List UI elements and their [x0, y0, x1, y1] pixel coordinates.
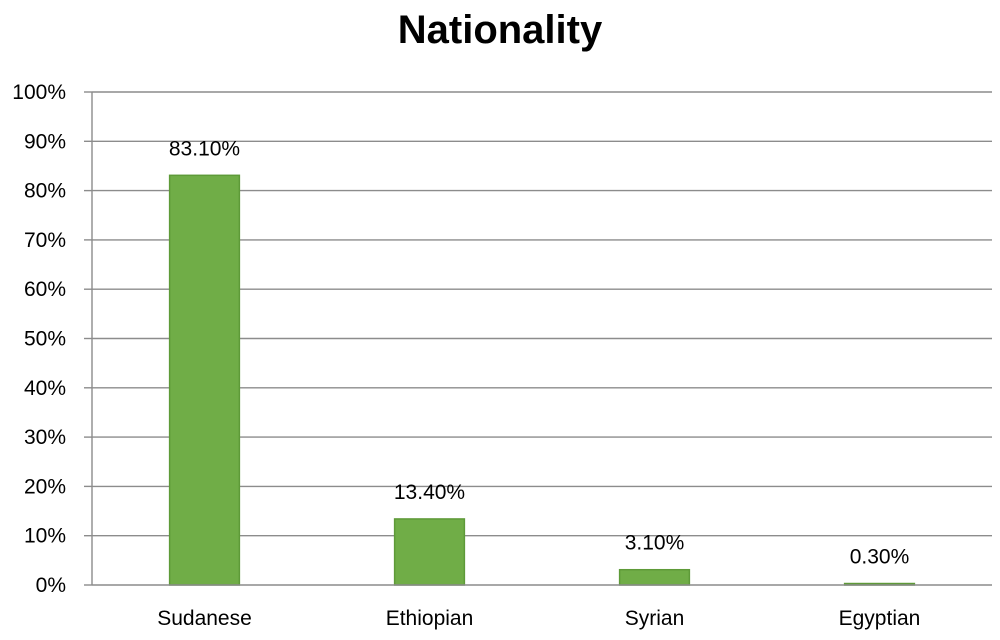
y-tick-label: 80% — [24, 180, 66, 203]
axes — [84, 91, 992, 586]
y-tick-label: 20% — [24, 475, 66, 498]
y-tick-label: 0% — [36, 574, 66, 597]
gridlines — [92, 91, 992, 537]
bar-syrian — [618, 568, 691, 586]
y-tick-label: 90% — [24, 130, 66, 153]
bars — [168, 174, 916, 586]
chart-title: Nationality — [397, 8, 603, 52]
x-category-label: Ethiopian — [386, 607, 474, 630]
y-tick-label: 70% — [24, 229, 66, 252]
data-label: 83.10% — [169, 137, 240, 160]
bar-sudanese — [168, 174, 241, 586]
x-category-label: Sudanese — [157, 607, 252, 630]
y-tick-label: 10% — [24, 525, 66, 548]
data-label: 3.10% — [625, 532, 685, 555]
y-tick-label: 40% — [24, 377, 66, 400]
bar-ethiopian — [393, 518, 466, 586]
x-category-label: Syrian — [625, 607, 685, 630]
data-label: 0.30% — [850, 546, 910, 569]
y-tick-label: 100% — [12, 81, 66, 104]
y-tick-label: 60% — [24, 278, 66, 301]
y-tick-label: 30% — [24, 426, 66, 449]
labels: 0% 10% 20% 30% 40% 50% 60% 70% 80% 90% 100% 83.10% S… — [12, 81, 920, 630]
y-tick-label: 50% — [24, 328, 66, 351]
x-category-label: Egyptian — [839, 607, 921, 630]
data-label: 13.40% — [394, 481, 465, 504]
